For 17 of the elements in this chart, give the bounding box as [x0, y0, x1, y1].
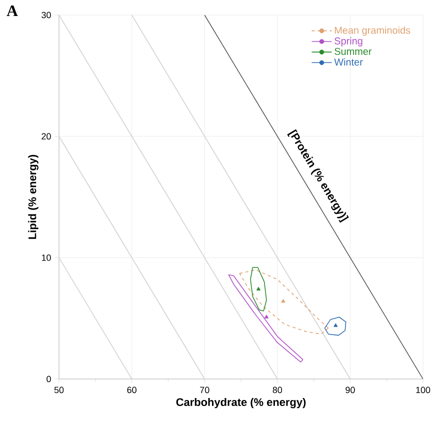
text: A — [6, 6, 18, 16]
legend-label: Summer — [334, 48, 372, 55]
x-tick-label: 100 — [416, 386, 430, 394]
legend-label: Mean graminoids — [334, 26, 410, 36]
y-axis-title: Lipid (% energy) — [28, 154, 38, 239]
x-tick-label: 70 — [200, 386, 210, 394]
x-tick-label: 90 — [346, 386, 355, 394]
y-tick-label: 20 — [42, 133, 51, 140]
x-axis-title: Carbohydrate (% energy) — [176, 398, 306, 408]
x-tick-label: 50 — [54, 386, 64, 394]
x-tick-label: 60 — [127, 386, 136, 394]
x-tick-label: 80 — [272, 386, 282, 394]
y-tick-label: 0 — [46, 376, 51, 382]
y-tick-label: 10 — [42, 254, 51, 261]
legend-label: Winter — [334, 58, 363, 66]
legend-label: Spring — [334, 37, 362, 46]
y-tick-label: 30 — [42, 12, 51, 18]
